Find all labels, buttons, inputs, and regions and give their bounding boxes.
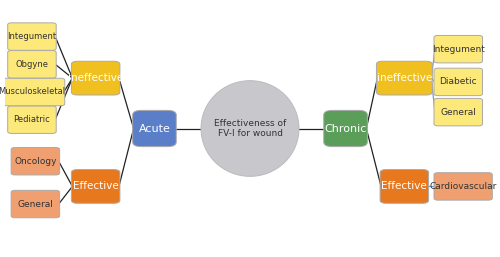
FancyBboxPatch shape bbox=[324, 110, 368, 147]
FancyBboxPatch shape bbox=[376, 61, 432, 95]
Text: Chronic: Chronic bbox=[324, 124, 366, 133]
FancyBboxPatch shape bbox=[434, 68, 482, 96]
FancyBboxPatch shape bbox=[72, 61, 120, 95]
Text: ineffective: ineffective bbox=[68, 73, 124, 83]
Text: Integument: Integument bbox=[432, 45, 484, 54]
FancyBboxPatch shape bbox=[132, 110, 176, 147]
Text: General: General bbox=[440, 108, 476, 117]
FancyBboxPatch shape bbox=[434, 98, 482, 126]
FancyBboxPatch shape bbox=[8, 51, 56, 78]
Text: Diabetic: Diabetic bbox=[440, 77, 477, 86]
Text: Effectiveness of
FV-I for wound: Effectiveness of FV-I for wound bbox=[214, 119, 286, 138]
FancyBboxPatch shape bbox=[72, 170, 120, 203]
FancyBboxPatch shape bbox=[0, 78, 65, 106]
FancyBboxPatch shape bbox=[11, 148, 60, 175]
Ellipse shape bbox=[201, 81, 299, 176]
Text: Cardiovascular: Cardiovascular bbox=[430, 182, 497, 191]
Text: Acute: Acute bbox=[138, 124, 170, 133]
Text: Oncology: Oncology bbox=[14, 157, 56, 166]
Text: Integument: Integument bbox=[8, 32, 56, 41]
Text: ineffective: ineffective bbox=[376, 73, 432, 83]
Text: Effective: Effective bbox=[73, 181, 118, 191]
FancyBboxPatch shape bbox=[8, 23, 56, 50]
FancyBboxPatch shape bbox=[11, 190, 60, 218]
Text: Obgyne: Obgyne bbox=[16, 60, 48, 69]
FancyBboxPatch shape bbox=[380, 170, 428, 203]
Text: Pediatric: Pediatric bbox=[14, 115, 51, 124]
FancyBboxPatch shape bbox=[434, 35, 482, 63]
FancyBboxPatch shape bbox=[8, 106, 56, 133]
FancyBboxPatch shape bbox=[434, 173, 492, 200]
Text: Musculoskeletal: Musculoskeletal bbox=[0, 87, 66, 96]
Text: General: General bbox=[18, 199, 54, 209]
Text: Effective: Effective bbox=[382, 181, 427, 191]
